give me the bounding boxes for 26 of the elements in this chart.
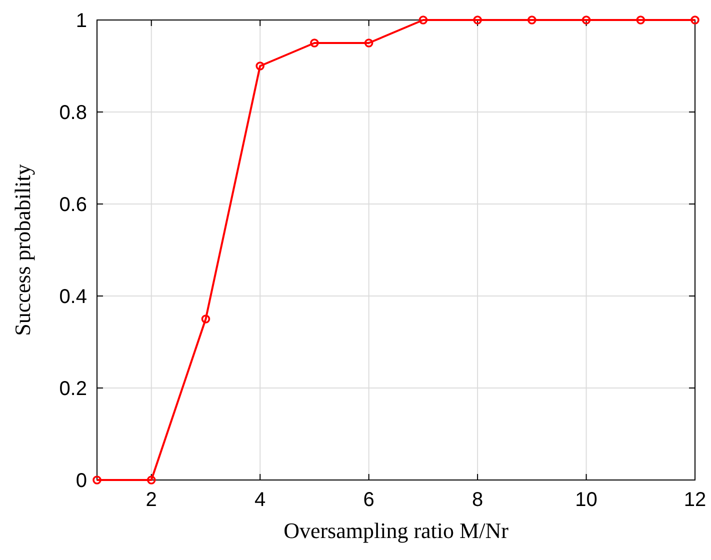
- y-tick-label: 0.4: [59, 286, 87, 308]
- point: [256, 62, 264, 70]
- point: [690, 16, 700, 24]
- x-tick-label: 12: [684, 489, 706, 511]
- point: [364, 38, 374, 48]
- x-tick-label: 6: [363, 489, 374, 511]
- x-tick-label: 4: [254, 489, 266, 511]
- y-tick-label: 1: [76, 10, 87, 32]
- x-axis-title: Oversampling ratio M/Nr: [284, 518, 510, 543]
- x-tick-label: 8: [472, 489, 484, 511]
- x-tick-label: 2: [146, 489, 157, 511]
- y-axis-title: Success probability: [10, 164, 35, 336]
- point: [418, 16, 428, 24]
- point: [582, 16, 591, 24]
- y-tick-label: 0: [76, 470, 87, 492]
- y-tick-label: 0.8: [59, 102, 87, 124]
- point: [310, 38, 319, 48]
- point: [92, 476, 102, 484]
- point: [473, 16, 482, 24]
- point: [146, 476, 156, 484]
- point: [636, 16, 646, 24]
- x-tick-label: 10: [575, 489, 598, 511]
- point: [201, 314, 210, 324]
- y-tick-label: 0.6: [59, 194, 87, 216]
- point: [528, 16, 536, 24]
- y-tick-label: 0.2: [59, 378, 87, 400]
